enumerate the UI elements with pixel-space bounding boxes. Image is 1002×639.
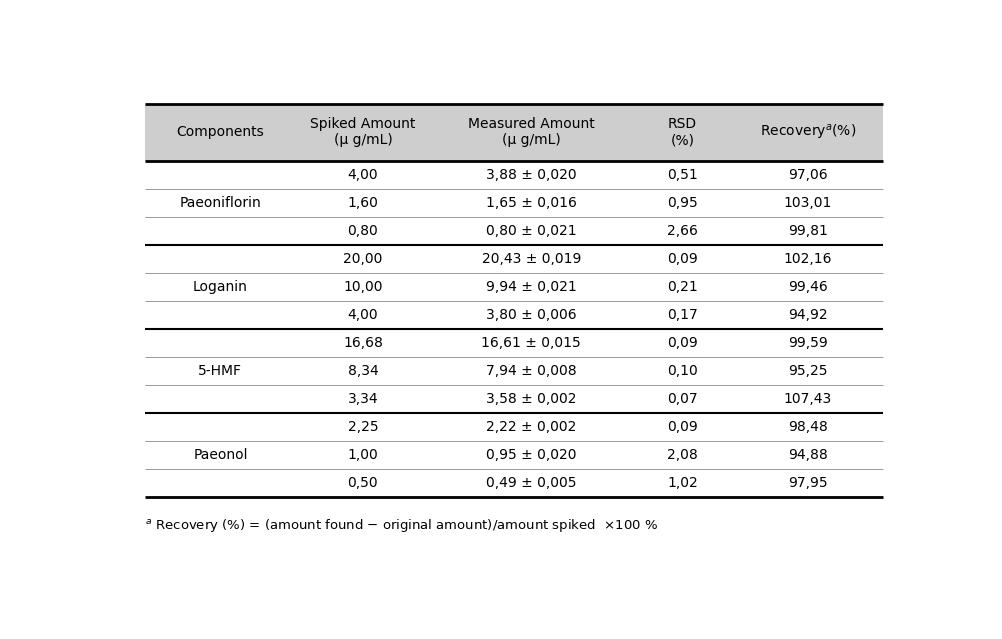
Text: 0,09: 0,09 <box>666 420 697 435</box>
Text: 3,80 ± 0,006: 3,80 ± 0,006 <box>486 308 576 322</box>
Text: 20,00: 20,00 <box>343 252 382 266</box>
Text: Components: Components <box>176 125 264 139</box>
Text: Paeonol: Paeonol <box>193 449 247 462</box>
Text: Measured Amount
(μ g/mL): Measured Amount (μ g/mL) <box>468 117 594 148</box>
Text: 0,21: 0,21 <box>666 280 697 294</box>
Text: 16,68: 16,68 <box>343 336 383 350</box>
Text: Spiked Amount
(μ g/mL): Spiked Amount (μ g/mL) <box>310 117 415 148</box>
Text: Paeoniflorin: Paeoniflorin <box>179 196 261 210</box>
Text: 98,48: 98,48 <box>787 420 827 435</box>
Text: 3,88 ± 0,020: 3,88 ± 0,020 <box>486 168 576 182</box>
Text: 0,95: 0,95 <box>666 196 697 210</box>
Text: Recovery$^{a}$(%): Recovery$^{a}$(%) <box>759 123 855 142</box>
Text: 0,10: 0,10 <box>666 364 697 378</box>
Text: 16,61 ± 0,015: 16,61 ± 0,015 <box>481 336 580 350</box>
Text: 99,46: 99,46 <box>787 280 827 294</box>
Text: 2,66: 2,66 <box>666 224 697 238</box>
Text: 0,07: 0,07 <box>666 392 697 406</box>
Text: 0,09: 0,09 <box>666 252 697 266</box>
Text: $^{a}$ Recovery (%) = (amount found − original amount)/amount spiked  ×100 %: $^{a}$ Recovery (%) = (amount found − or… <box>144 517 657 534</box>
Text: 0,09: 0,09 <box>666 336 697 350</box>
Text: 107,43: 107,43 <box>783 392 831 406</box>
Text: 0,17: 0,17 <box>666 308 697 322</box>
Text: RSD
(%): RSD (%) <box>667 117 696 148</box>
Text: 8,34: 8,34 <box>347 364 378 378</box>
Text: 2,25: 2,25 <box>348 420 378 435</box>
Text: 1,02: 1,02 <box>666 476 697 490</box>
Text: 0,49 ± 0,005: 0,49 ± 0,005 <box>486 476 576 490</box>
Text: 0,95 ± 0,020: 0,95 ± 0,020 <box>486 449 576 462</box>
Text: 2,08: 2,08 <box>666 449 697 462</box>
Text: 95,25: 95,25 <box>788 364 827 378</box>
Text: 1,65 ± 0,016: 1,65 ± 0,016 <box>485 196 576 210</box>
Text: 0,80 ± 0,021: 0,80 ± 0,021 <box>486 224 576 238</box>
Text: 97,06: 97,06 <box>788 168 827 182</box>
Text: 4,00: 4,00 <box>348 168 378 182</box>
Text: 5-HMF: 5-HMF <box>198 364 242 378</box>
Text: 94,88: 94,88 <box>787 449 827 462</box>
Text: 7,94 ± 0,008: 7,94 ± 0,008 <box>486 364 576 378</box>
Text: 1,60: 1,60 <box>347 196 378 210</box>
Text: 103,01: 103,01 <box>783 196 831 210</box>
Text: 3,34: 3,34 <box>348 392 378 406</box>
Text: 0,51: 0,51 <box>666 168 697 182</box>
Text: 99,81: 99,81 <box>787 224 827 238</box>
Text: 0,50: 0,50 <box>348 476 378 490</box>
Text: Loganin: Loganin <box>192 280 247 294</box>
Text: 2,22 ± 0,002: 2,22 ± 0,002 <box>486 420 576 435</box>
Text: 20,43 ± 0,019: 20,43 ± 0,019 <box>481 252 580 266</box>
Text: 99,59: 99,59 <box>787 336 827 350</box>
Text: 97,95: 97,95 <box>788 476 827 490</box>
Text: 10,00: 10,00 <box>343 280 382 294</box>
Text: 4,00: 4,00 <box>348 308 378 322</box>
Text: 9,94 ± 0,021: 9,94 ± 0,021 <box>485 280 576 294</box>
Text: 3,58 ± 0,002: 3,58 ± 0,002 <box>486 392 576 406</box>
Text: 1,00: 1,00 <box>347 449 378 462</box>
Text: 94,92: 94,92 <box>788 308 827 322</box>
Text: 0,80: 0,80 <box>347 224 378 238</box>
Text: 102,16: 102,16 <box>783 252 831 266</box>
